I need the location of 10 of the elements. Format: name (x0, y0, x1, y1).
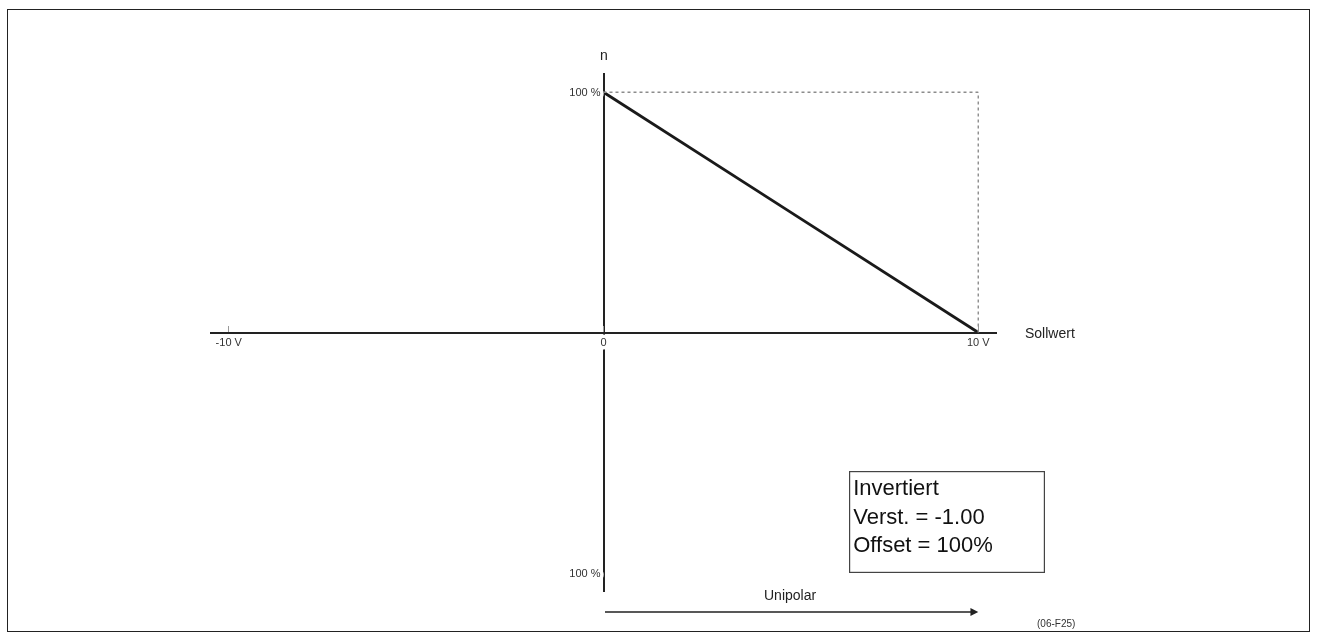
text: (06-F25) (1037, 618, 1076, 629)
annotation: Invertiert Verst. = -1.00 Offset = 100% (853, 475, 993, 558)
y-axis-title: n (600, 47, 608, 63)
y-tick-label: 100 % (569, 566, 601, 579)
x-tick-label: -10 V (215, 336, 243, 349)
x-axis-title: Sollwert (1025, 325, 1075, 341)
annotation: Unipolar (764, 587, 817, 603)
x-tick-label: 10 V (966, 336, 991, 349)
y-tick-label: 100 % (569, 86, 601, 99)
x-tick-label: 0 (600, 336, 607, 349)
